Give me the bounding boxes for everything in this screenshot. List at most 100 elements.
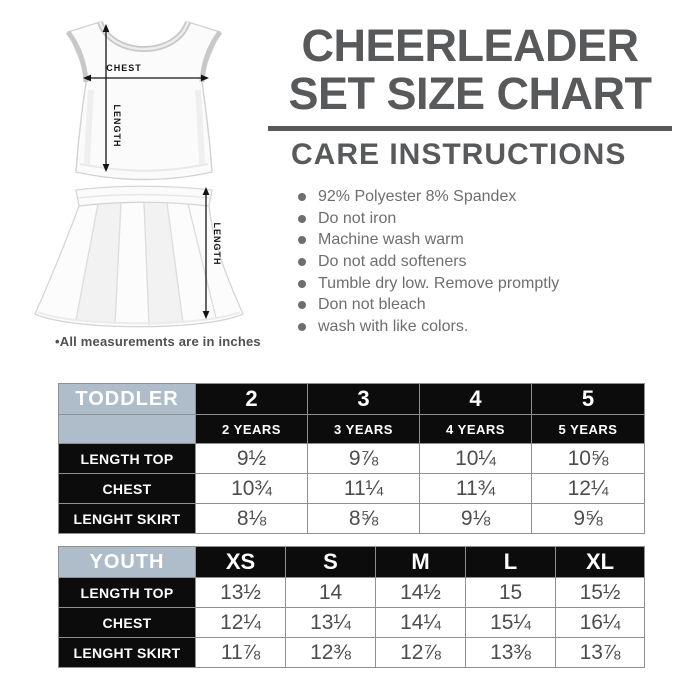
row-label: CHEST [58, 607, 196, 638]
arrowhead-down-icon [102, 164, 110, 172]
size-value: 12¼ [531, 473, 645, 504]
top-length-label: LENGTH [112, 105, 122, 148]
chest-label: CHEST [106, 63, 142, 73]
toddler-size-header: 2 [195, 383, 308, 415]
toddler-years-header: 5 YEARS [531, 414, 645, 444]
toddler-header-row: TODDLER 2 3 4 5 [58, 383, 645, 415]
row-label: LENGTH TOP [58, 443, 196, 474]
care-instructions-list: 92% Polyester 8% Spandex Do not iron Mac… [296, 186, 686, 338]
skirt-illustration: LENGTH [34, 185, 244, 328]
size-value: 15½ [555, 577, 645, 608]
row-label: CHEST [58, 473, 196, 504]
youth-size-header: M [375, 546, 466, 578]
toddler-years-header: 2 YEARS [195, 414, 308, 444]
arrowhead-up-icon [102, 24, 110, 32]
size-value: 12⅞ [375, 637, 466, 668]
size-tables: TODDLER 2 3 4 5 2 YEARS 3 YEARS 4 YEARS … [58, 383, 645, 668]
pleat-shade [76, 203, 121, 324]
toddler-subheader-spacer [58, 414, 196, 444]
waistband-seam [77, 193, 211, 199]
youth-size-header: L [465, 546, 556, 578]
table-row: CHEST 10¾ 11¼ 11¾ 12¼ [58, 473, 645, 504]
page-title-line1: CHEERLEADER [301, 20, 639, 71]
toddler-size-header: 4 [419, 383, 532, 415]
size-value: 10¼ [419, 443, 532, 474]
pleat-line [166, 202, 184, 324]
size-value: 13⅞ [555, 637, 645, 668]
pleat-line [187, 203, 217, 319]
size-value: 14¼ [375, 607, 466, 638]
fold-shadow-left [84, 89, 94, 165]
size-value: 9⅛ [419, 503, 532, 534]
pleat-line [143, 202, 150, 326]
row-label: LENGHT SKIRT [58, 503, 196, 534]
size-value: 13¼ [285, 607, 376, 638]
toddler-group-label: TODDLER [58, 383, 196, 415]
youth-group-label: YOUTH [58, 546, 196, 578]
size-value: 14½ [375, 577, 466, 608]
size-value: 9⅞ [307, 443, 420, 474]
hem-stitch [37, 311, 241, 325]
arrowhead-left-icon [83, 74, 91, 82]
table-row: LENGTH TOP 13½ 14 14½ 15 15½ [58, 577, 645, 608]
youth-size-header: S [285, 546, 376, 578]
size-value: 9⅝ [531, 503, 645, 534]
care-item: Tumble dry low. Remove promptly [296, 273, 686, 295]
row-label: LENGHT SKIRT [58, 637, 196, 668]
arrowhead-up-icon [202, 187, 210, 195]
care-item: Do not add softeners [296, 251, 686, 273]
care-instructions-heading: CARE INSTRUCTIONS [291, 138, 627, 171]
size-value: 13½ [195, 577, 286, 608]
care-item: Don not bleach [296, 294, 686, 316]
size-value: 14 [285, 577, 376, 608]
table-row: LENGHT SKIRT 11⅞ 12⅜ 12⅞ 13⅜ 13⅞ [58, 637, 645, 668]
youth-size-table: YOUTH XS S M L XL LENGTH TOP 13½ 14 14½ … [58, 546, 645, 668]
size-value: 15 [465, 577, 556, 608]
size-value: 15¼ [465, 607, 556, 638]
skirt-body [34, 201, 244, 328]
page-title-line2: SET SIZE CHART [288, 68, 652, 119]
size-value: 10⅝ [531, 443, 645, 474]
fold-shadow-right [195, 89, 205, 165]
care-item: wash with like colors. [296, 316, 686, 338]
hem-stitch [79, 163, 209, 172]
arrowhead-right-icon [201, 74, 209, 82]
table-row: LENGHT SKIRT 8⅛ 8⅝ 9⅛ 9⅝ [58, 503, 645, 534]
toddler-size-header: 3 [307, 383, 420, 415]
toddler-subheader-row: 2 YEARS 3 YEARS 4 YEARS 5 YEARS [58, 414, 645, 444]
measurement-caption: •All measurements are in inches [55, 334, 261, 349]
pleat-line [114, 202, 122, 325]
care-item: Do not iron [296, 208, 686, 230]
toddler-years-header: 3 YEARS [307, 414, 420, 444]
waistband [75, 185, 213, 207]
size-value: 11¼ [307, 473, 420, 504]
size-value: 16¼ [555, 607, 645, 638]
size-value: 12¼ [195, 607, 286, 638]
page-title: CHEERLEADER SET SIZE CHART [268, 22, 672, 118]
size-value: 10¾ [195, 473, 308, 504]
toddler-size-header: 5 [531, 383, 645, 415]
arrowhead-down-icon [202, 311, 210, 319]
care-item: 92% Polyester 8% Spandex [296, 186, 686, 208]
pleat-line [75, 203, 99, 321]
toddler-size-table: TODDLER 2 3 4 5 2 YEARS 3 YEARS 4 YEARS … [58, 383, 645, 534]
row-label: LENGTH TOP [58, 577, 196, 608]
size-value: 9½ [195, 443, 308, 474]
crop-top-illustration: LENGTH CHEST [65, 20, 223, 181]
size-value: 13⅜ [465, 637, 556, 668]
youth-size-header: XS [195, 546, 286, 578]
size-value: 11⅞ [195, 637, 286, 668]
youth-size-header: XL [555, 546, 645, 578]
table-row: CHEST 12¼ 13¼ 14¼ 15¼ 16¼ [58, 607, 645, 638]
size-value: 12⅜ [285, 637, 376, 668]
size-value: 11¾ [419, 473, 532, 504]
youth-header-row: YOUTH XS S M L XL [58, 546, 645, 578]
size-value: 8⅝ [307, 503, 420, 534]
pleat-shade [144, 203, 183, 325]
toddler-years-header: 4 YEARS [419, 414, 532, 444]
care-item: Machine wash warm [296, 229, 686, 251]
title-divider [268, 126, 672, 131]
size-value: 8⅛ [195, 503, 308, 534]
table-row: LENGTH TOP 9½ 9⅞ 10¼ 10⅝ [58, 443, 645, 474]
